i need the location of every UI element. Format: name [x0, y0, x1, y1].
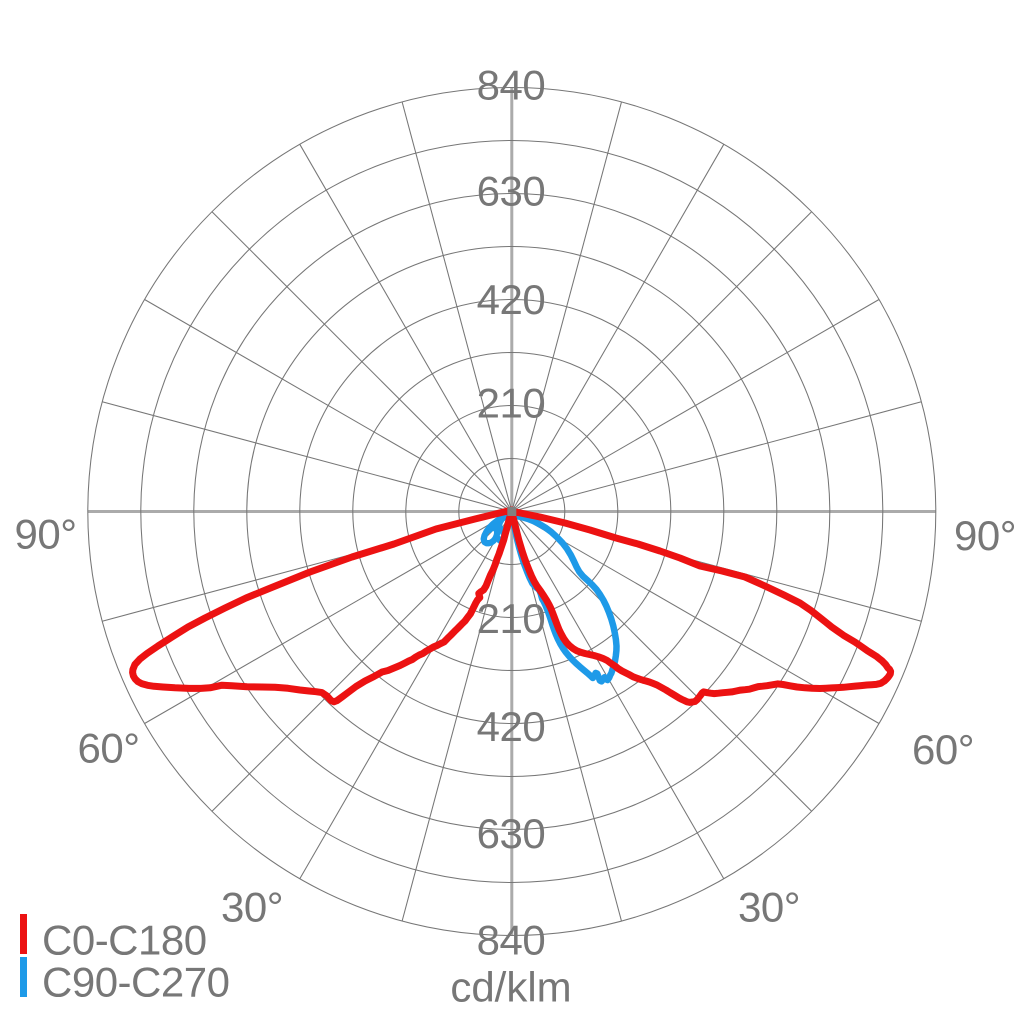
- svg-text:210: 210: [477, 380, 546, 427]
- svg-text:30°: 30°: [221, 883, 283, 930]
- svg-text:30°: 30°: [738, 883, 800, 930]
- svg-text:60°: 60°: [77, 724, 139, 771]
- svg-text:C0-C180: C0-C180: [42, 916, 207, 963]
- svg-text:420: 420: [477, 276, 546, 323]
- svg-text:cd/klm: cd/klm: [450, 963, 571, 1010]
- svg-text:630: 630: [477, 167, 546, 214]
- svg-text:60°: 60°: [912, 726, 974, 773]
- svg-text:420: 420: [477, 703, 546, 750]
- svg-text:840: 840: [477, 62, 546, 109]
- svg-text:210: 210: [477, 595, 546, 642]
- svg-text:90°: 90°: [954, 512, 1016, 559]
- svg-text:C90-C270: C90-C270: [42, 958, 229, 1005]
- svg-text:630: 630: [477, 810, 546, 857]
- svg-text:840: 840: [477, 917, 546, 964]
- svg-text:90°: 90°: [14, 510, 76, 557]
